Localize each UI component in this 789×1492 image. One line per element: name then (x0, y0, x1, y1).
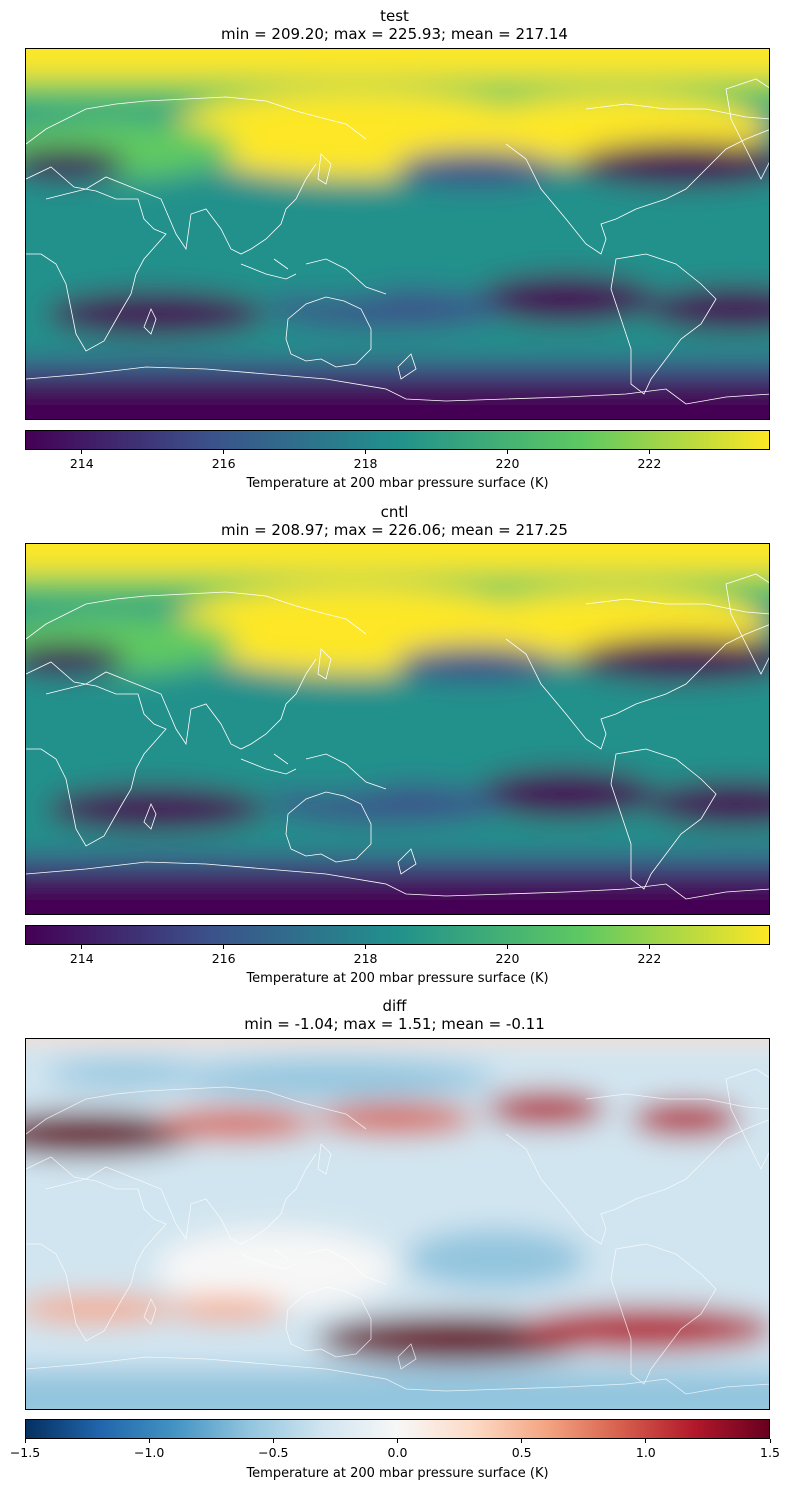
colorbar-tick (223, 945, 225, 949)
map-canvas (26, 1039, 769, 1409)
panel-3-colorbar-label: Temperature at 200 mbar pressure surface… (246, 1466, 549, 1481)
colorbar-tick-label: 222 (637, 456, 662, 471)
colorbar-tick-label: 218 (353, 951, 378, 966)
colorbar-tick-label: 220 (495, 456, 520, 471)
panel-2-stats: min = 208.97; max = 226.06; mean = 217.2… (221, 521, 568, 539)
colorbar-tick (506, 450, 508, 454)
panel-2-colorbar (25, 925, 770, 945)
panel-2-map (25, 543, 770, 915)
map-canvas (26, 49, 769, 419)
colorbar-tick (769, 1439, 771, 1443)
colorbar-tick-label: 220 (495, 951, 520, 966)
colorbar-tick (365, 450, 367, 454)
panel-1-name: test (380, 7, 409, 25)
colorbar-tick-label: 0.0 (387, 1445, 408, 1460)
panel-3-stats: min = -1.04; max = 1.51; mean = -0.11 (244, 1015, 545, 1033)
panel-1-colorbar (25, 430, 770, 450)
panel-2-colorbar-label: Temperature at 200 mbar pressure surface… (246, 971, 549, 986)
colorbar-tick (648, 945, 650, 949)
colorbar-tick (397, 1439, 398, 1443)
colorbar-tick (521, 1439, 523, 1443)
colorbar-tick-label: 214 (69, 456, 94, 471)
panel-1-colorbar-label: Temperature at 200 mbar pressure surface… (246, 476, 549, 491)
colorbar-tick-label: 1.0 (635, 1445, 656, 1460)
panel-1-map (25, 48, 770, 420)
coastline-icon (26, 573, 769, 900)
colorbar-tick-label: 216 (211, 456, 236, 471)
colorbar-tick-label: −0.5 (258, 1445, 289, 1460)
colorbar-tick (645, 1439, 647, 1443)
coastline-icon (26, 78, 769, 405)
panel-1-stats: min = 209.20; max = 225.93; mean = 217.1… (221, 25, 568, 43)
colorbar-tick (148, 1439, 150, 1443)
panel-3-name: diff (382, 997, 407, 1015)
colorbar-tick-label: 0.5 (511, 1445, 532, 1460)
colorbar-tick (272, 1439, 274, 1443)
coastline-icon (26, 1068, 769, 1395)
colorbar-tick-label: 216 (211, 951, 236, 966)
colorbar-tick-label: 1.5 (760, 1445, 780, 1460)
panel-3-colorbar (25, 1419, 770, 1439)
colorbar-tick (648, 450, 650, 454)
panel-2-name: cntl (380, 503, 409, 521)
colorbar-tick (365, 945, 367, 949)
colorbar-tick-label: −1.0 (133, 1445, 165, 1460)
colorbar-tick-label: 222 (637, 951, 662, 966)
colorbar-tick (81, 450, 83, 454)
colorbar-tick-label: 218 (353, 456, 378, 471)
colorbar-tick (223, 450, 225, 454)
map-canvas (26, 544, 769, 914)
colorbar-tick-label: 214 (69, 951, 94, 966)
colorbar-tick-label: −1.5 (9, 1445, 41, 1460)
colorbar-tick (81, 945, 83, 949)
colorbar-tick (506, 945, 508, 949)
panel-3-map (25, 1038, 770, 1410)
colorbar-tick (24, 1439, 26, 1443)
